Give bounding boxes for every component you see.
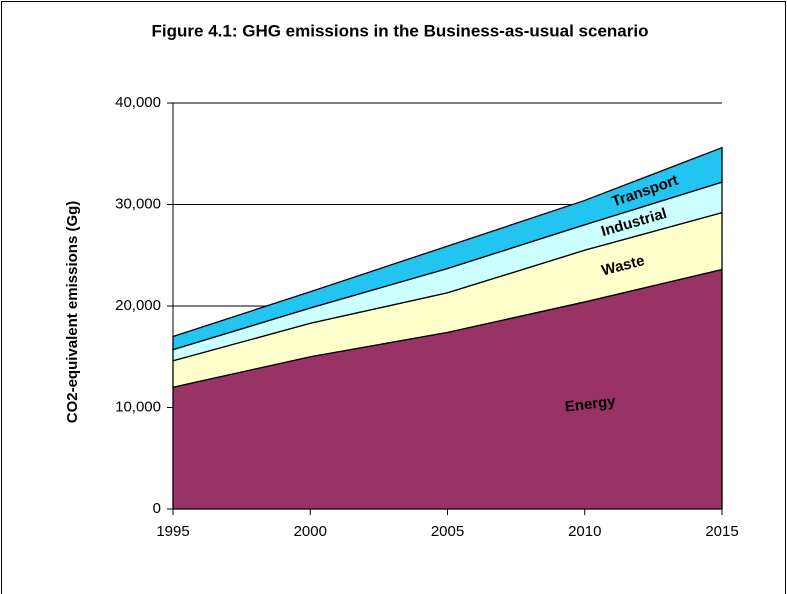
x-tick-label: 1995 bbox=[156, 523, 189, 540]
area-label: Energy bbox=[564, 393, 617, 416]
x-tick-label: 2000 bbox=[294, 523, 327, 540]
x-tick-label: 2010 bbox=[568, 523, 601, 540]
area bbox=[172, 146, 723, 351]
chart-title: Figure 4.1: GHG emissions in the Busines… bbox=[152, 21, 649, 40]
y-tick-label: 40,000 bbox=[115, 94, 161, 111]
y-axis-label: CO2-equivalent emissions (Gg) bbox=[64, 201, 81, 424]
y-tick-label: 30,000 bbox=[115, 195, 161, 212]
y-tick-label: 0 bbox=[153, 500, 161, 517]
y-tick-label: 20,000 bbox=[115, 297, 161, 314]
x-tick-label: 2005 bbox=[431, 523, 464, 540]
x-tick-label: 2015 bbox=[705, 523, 738, 540]
y-tick-label: 10,000 bbox=[115, 398, 161, 415]
